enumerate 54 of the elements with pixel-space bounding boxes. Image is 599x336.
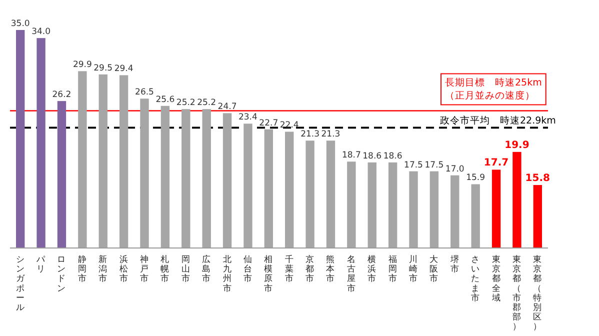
data-label: 18.7	[342, 150, 361, 161]
data-label: 19.9	[504, 140, 530, 151]
data-label: 26.5	[135, 88, 154, 98]
data-label: 34.0	[32, 27, 51, 38]
x-tick-label: 浜松市	[119, 254, 128, 284]
x-tick-label: 東京都（特別区）	[533, 254, 542, 332]
x-tick-label: 静岡市	[78, 254, 87, 284]
data-label: 29.4	[114, 64, 134, 74]
x-tick-label: ロンドン	[57, 255, 66, 294]
x-tick-label: 堺市	[449, 254, 460, 275]
x-tick-label: 東京都（市郡部）	[512, 254, 522, 332]
ref-line-label: 長期目標 時速25km （正月並みの速度）	[445, 76, 542, 102]
x-tick-label: 名古屋市	[346, 254, 356, 294]
data-label: 17.5	[404, 160, 423, 170]
x-tick-label: 北九州市	[222, 254, 232, 294]
x-tick-label: 川崎市	[409, 254, 418, 284]
x-tick-label: 横浜市	[368, 254, 377, 284]
data-label: 17.7	[484, 158, 509, 169]
x-tick-label: 千葉市	[284, 254, 294, 284]
x-tick-label: 大阪市	[430, 254, 439, 284]
x-tick-label: 広島市	[202, 254, 212, 284]
data-label: 26.2	[52, 90, 72, 100]
x-tick-label: 新潟市	[98, 254, 108, 284]
data-label: 22.7	[259, 118, 278, 128]
x-tick-label: 神戸市	[140, 254, 149, 284]
data-label: 25.6	[156, 94, 175, 105]
x-tick-label: 岡山市	[181, 255, 190, 284]
data-label: 24.7	[218, 102, 237, 112]
data-label: 18.6	[362, 151, 382, 162]
x-tick-label: 熊本市	[326, 254, 336, 284]
x-tick-label: 京都市	[306, 254, 315, 284]
data-label: 35.0	[10, 19, 30, 29]
data-label: 21.3	[300, 130, 320, 140]
data-label: 29.5	[94, 63, 113, 74]
data-label: 15.9	[466, 173, 486, 184]
data-label: 25.2	[197, 98, 216, 108]
data-label: 25.2	[176, 98, 196, 108]
data-label: 23.4	[238, 112, 258, 123]
data-label: 29.9	[72, 60, 92, 70]
x-tick-label: 東京都全域	[490, 254, 501, 304]
data-label: 18.6	[383, 151, 402, 162]
x-tick-label: 福岡市	[388, 254, 398, 284]
data-label: 17.5	[424, 160, 444, 170]
data-label: 21.3	[321, 130, 340, 140]
x-tick-label: 仙台市	[243, 254, 252, 284]
x-tick-label: さいたま市	[471, 255, 480, 304]
ref-line-label: 政令市平均 時速22.9km	[440, 114, 556, 127]
x-tick-label: パリ	[36, 255, 47, 275]
x-tick-label: シンガポール	[16, 255, 26, 313]
x-tick-label: 相模原市	[264, 254, 274, 294]
data-label: 22.4	[280, 120, 299, 131]
data-label: 15.8	[525, 173, 550, 184]
data-label: 17.0	[445, 164, 464, 174]
x-tick-label: 札幌市	[160, 254, 170, 284]
